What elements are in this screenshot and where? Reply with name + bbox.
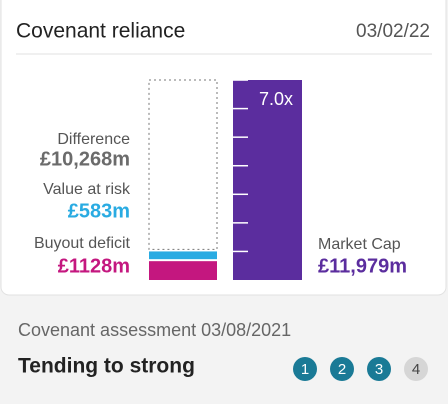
step-number: 3 <box>375 361 383 378</box>
step-number: 2 <box>338 361 346 378</box>
assessment-title: Covenant assessment 03/08/2021 <box>18 320 291 340</box>
step-number: 1 <box>301 361 309 378</box>
comparison-bar <box>233 80 302 280</box>
bar-segment <box>149 251 217 260</box>
card <box>0 0 447 296</box>
annotation: 7.0x <box>259 89 293 109</box>
step-number: 4 <box>412 361 420 378</box>
comparison-name: Market Cap <box>318 236 401 253</box>
step-dot <box>367 357 391 381</box>
step-dot <box>293 357 317 381</box>
step-dot <box>330 357 354 381</box>
segment-value: £583m <box>68 200 130 222</box>
assessment-status: Tending to strong <box>18 355 195 378</box>
comparison-value: £11,979m <box>318 255 407 277</box>
segment-name: Value at risk <box>43 181 131 198</box>
bar-segment <box>149 261 217 280</box>
segment-name: Buyout deficit <box>34 235 131 252</box>
card-title: Covenant reliance <box>16 20 185 43</box>
step-dot <box>404 357 428 381</box>
segment-value: £10,268m <box>40 148 130 170</box>
bar-segment <box>148 79 218 250</box>
card-date: 03/02/22 <box>356 21 430 42</box>
segment-name: Difference <box>57 131 130 148</box>
segment-value: £1128m <box>58 255 130 277</box>
